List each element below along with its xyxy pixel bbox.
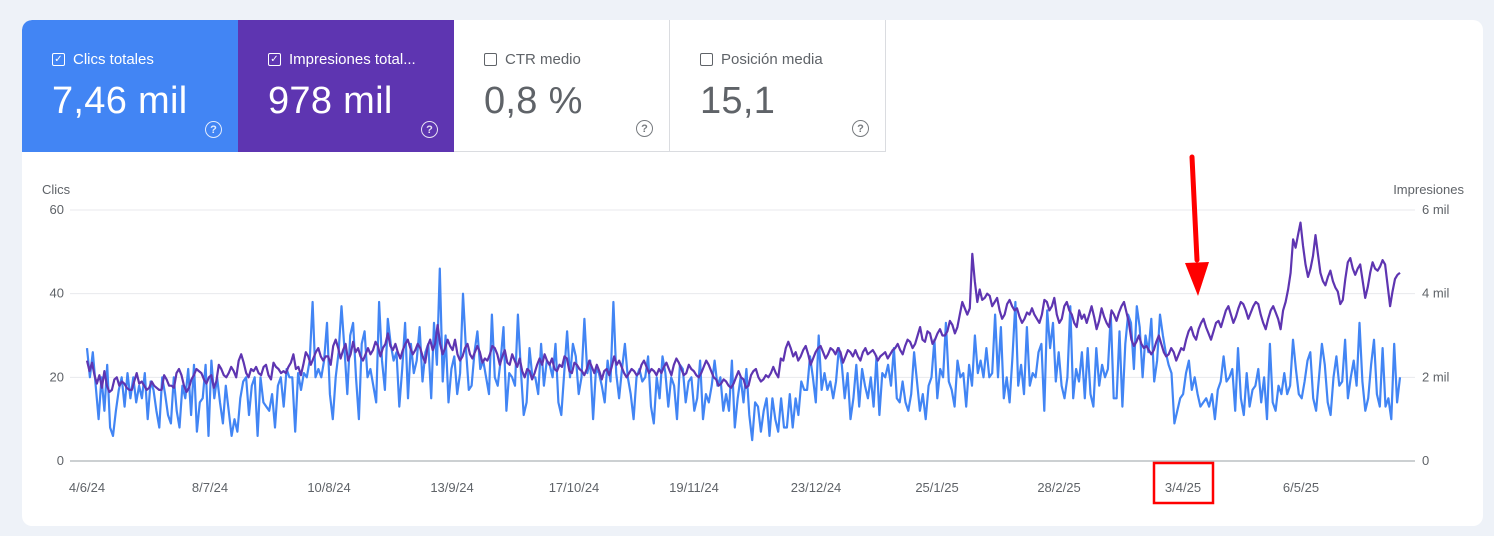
x-tick-label: 8/7/24 [192,480,228,495]
x-tick-label: 13/9/24 [430,480,473,495]
right-y-tick-label: 2 mil [1422,369,1450,384]
checkbox-checked-icon[interactable]: ✓ [52,53,65,66]
help-icon[interactable]: ? [205,121,222,138]
tile-average-position-value: 15,1 [700,80,776,122]
tile-total-clicks-label: Clics totales [73,51,154,68]
x-tick-label: 19/11/24 [669,480,719,495]
right-y-tick-label: 4 mil [1422,286,1450,301]
chart-series [85,221,1402,442]
tile-total-clicks[interactable]: ✓ Clics totales 7,46 mil ? [22,20,238,152]
tile-average-position[interactable]: Posición media 15,1 ? [670,20,886,152]
impressions-series-line [85,221,1401,394]
tile-total-clicks-value: 7,46 mil [52,80,188,122]
tile-total-impressions-header: ✓ Impresiones total... [268,51,416,68]
right-y-tick-label: 6 mil [1422,202,1450,217]
left-axis-label: Clics [42,182,71,197]
tile-average-ctr[interactable]: CTR medio 0,8 % ? [454,20,670,152]
tile-total-clicks-header: ✓ Clics totales [52,51,154,68]
right-y-tick-label: 0 [1422,453,1429,468]
chart-annotations [1152,154,1215,505]
tile-total-impressions-label: Impresiones total... [289,51,416,68]
right-axis-label: Impresiones [1393,182,1464,197]
help-icon[interactable]: ? [421,121,438,138]
tile-average-position-label: Posición media [721,51,823,68]
tile-average-ctr-header: CTR medio [484,51,581,68]
checkbox-unchecked-icon[interactable] [484,53,497,66]
checkbox-unchecked-icon[interactable] [700,53,713,66]
x-axis-ticks: 4/6/24 8/7/24 10/8/24 13/9/24 17/10/24 19/11/… [69,480,1319,495]
x-tick-label: 25/1/25 [915,480,958,495]
x-tick-label: 28/2/25 [1037,480,1080,495]
red-arrow-head-icon [1185,262,1209,296]
x-tick-label: 17/10/24 [549,480,600,495]
tile-total-impressions[interactable]: ✓ Impresiones total... 978 mil ? [238,20,454,152]
tile-average-ctr-label: CTR medio [505,51,581,68]
tile-total-impressions-value: 978 mil [268,80,393,122]
clicks-series-line [85,267,1402,442]
checkbox-checked-icon[interactable]: ✓ [268,53,281,66]
x-tick-label: 10/8/24 [307,480,350,495]
tile-average-position-header: Posición media [700,51,823,68]
highlight-box [1152,461,1215,505]
left-y-tick-label: 60 [50,202,64,217]
help-icon[interactable]: ? [636,120,653,137]
performance-chart[interactable]: Clics Impresiones 0 0 20 2 mil 40 4 mil 60 6 mi… [22,20,1483,526]
x-tick-label: 3/4/25 [1165,480,1201,495]
red-arrow-shaft [1189,154,1200,263]
left-y-tick-label: 20 [50,369,64,384]
metric-tiles: ✓ Clics totales 7,46 mil ? ✓ Impresiones… [22,20,886,152]
performance-card: ✓ Clics totales 7,46 mil ? ✓ Impresiones… [22,20,1483,526]
y-axis-ticks: 0 0 20 2 mil 40 4 mil 60 6 mil [50,202,1450,468]
help-icon[interactable]: ? [852,120,869,137]
x-tick-label: 4/6/24 [69,480,105,495]
x-tick-label: 23/12/24 [791,480,842,495]
left-y-tick-label: 40 [50,286,64,301]
tile-average-ctr-value: 0,8 % [484,80,583,122]
x-tick-label: 6/5/25 [1283,480,1319,495]
left-y-tick-label: 0 [57,453,64,468]
